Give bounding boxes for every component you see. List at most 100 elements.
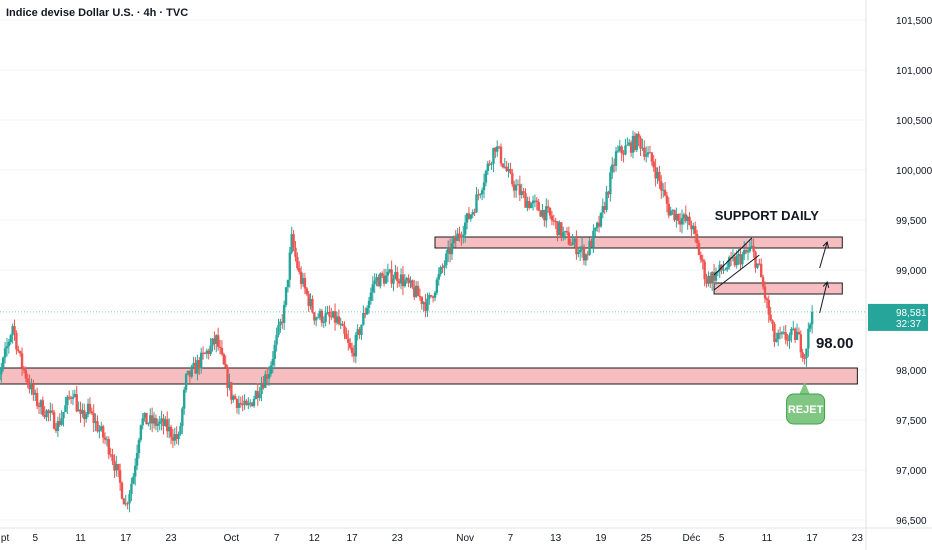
candle-body [701,259,704,262]
candle-body [26,378,29,383]
candle-body [430,294,433,297]
candle-body [584,254,588,261]
candle-body [198,360,201,369]
candle-body [543,210,546,221]
candle-body [675,213,678,221]
candle-body [364,313,367,315]
candle-body [34,392,37,395]
candle-body [111,454,114,462]
candle-body [452,237,456,244]
candle-body [143,412,146,419]
candle-body [301,277,305,284]
candle-body [15,332,18,350]
candle-body [71,397,75,399]
candle-body [265,374,269,379]
candle-body [132,476,135,484]
candle-body [164,419,167,426]
candle-body [739,254,742,265]
candle-body [782,332,786,334]
candle-body [384,275,388,284]
candle-body [94,421,97,424]
candle-body [339,323,342,325]
candle-body [11,326,14,336]
candle-body [456,233,459,241]
price-tick-label: 99,500 [896,216,927,227]
candle-body [520,191,523,196]
time-tick-label: 7 [508,533,514,544]
candle-body [518,184,522,196]
candle-body [137,439,141,454]
time-tick-label: 25 [641,533,653,544]
candle-body [160,418,163,422]
candle-body [697,242,701,255]
candle-body [356,329,359,335]
candle-body [303,277,307,289]
candle-body [252,398,256,407]
candle-body [299,271,303,284]
candle-body [60,418,63,425]
candle-body [586,254,589,256]
price-tick-label: 99,000 [896,266,927,277]
candle-body [594,227,597,231]
candle-body [592,230,595,248]
candle-body [413,287,416,297]
candle-body [469,214,473,219]
candle-body [1,357,5,368]
candle-body [66,396,69,406]
candle-body [284,287,288,305]
candle-body [149,415,152,424]
candle-body [0,374,1,380]
candle-body [122,498,126,505]
candle-body [763,286,767,299]
candle-body [401,274,405,287]
time-tick-label: Nov [456,533,474,544]
candle-body [528,201,531,209]
candle-body [118,470,122,483]
candle-body [75,394,78,412]
candle-body [437,274,440,280]
candle-body [533,200,537,202]
candle-body [67,396,71,398]
candle-body [205,350,209,354]
candle-body [179,426,182,435]
candle-body [145,412,148,425]
candle-body [326,312,329,314]
candle-body [727,257,731,268]
candle-body [235,399,239,408]
candle-body [158,421,161,424]
candle-body [377,277,380,287]
candle-body [286,279,290,288]
candle-body [120,482,124,499]
candle-body [578,249,582,253]
level-98-label: 98.00 [816,335,854,352]
candle-body [482,182,486,191]
candle-body [216,335,220,347]
candle-body [258,393,261,398]
candle-body [209,345,212,354]
candle-body [767,299,770,315]
candle-body [571,242,574,246]
time-axis[interactable]: pt 5 11 17 23 Oct 7 12 17 23 Nov 7 13 19 25 Déc 5 11 17 23 [1,533,863,544]
candle-body [324,313,327,322]
annotations: SUPPORT DAILY 98.00 REJET [715,208,854,425]
candle-body [667,203,671,216]
candle-body [445,253,448,266]
time-tick-label: Oct [224,533,240,544]
candle-body [83,410,86,420]
candle-body [554,221,557,223]
candle-body [152,418,156,424]
candle-body [475,194,478,213]
candle-body [241,404,244,406]
candle-body [192,362,195,367]
candle-body [350,347,354,353]
candle-body [778,332,782,335]
candle-body [352,352,356,357]
candle-body [644,154,648,157]
candle-body [296,256,299,269]
candle-body [279,321,282,325]
candle-body [173,434,176,441]
candle-body [331,311,335,318]
candle-body [47,410,50,414]
